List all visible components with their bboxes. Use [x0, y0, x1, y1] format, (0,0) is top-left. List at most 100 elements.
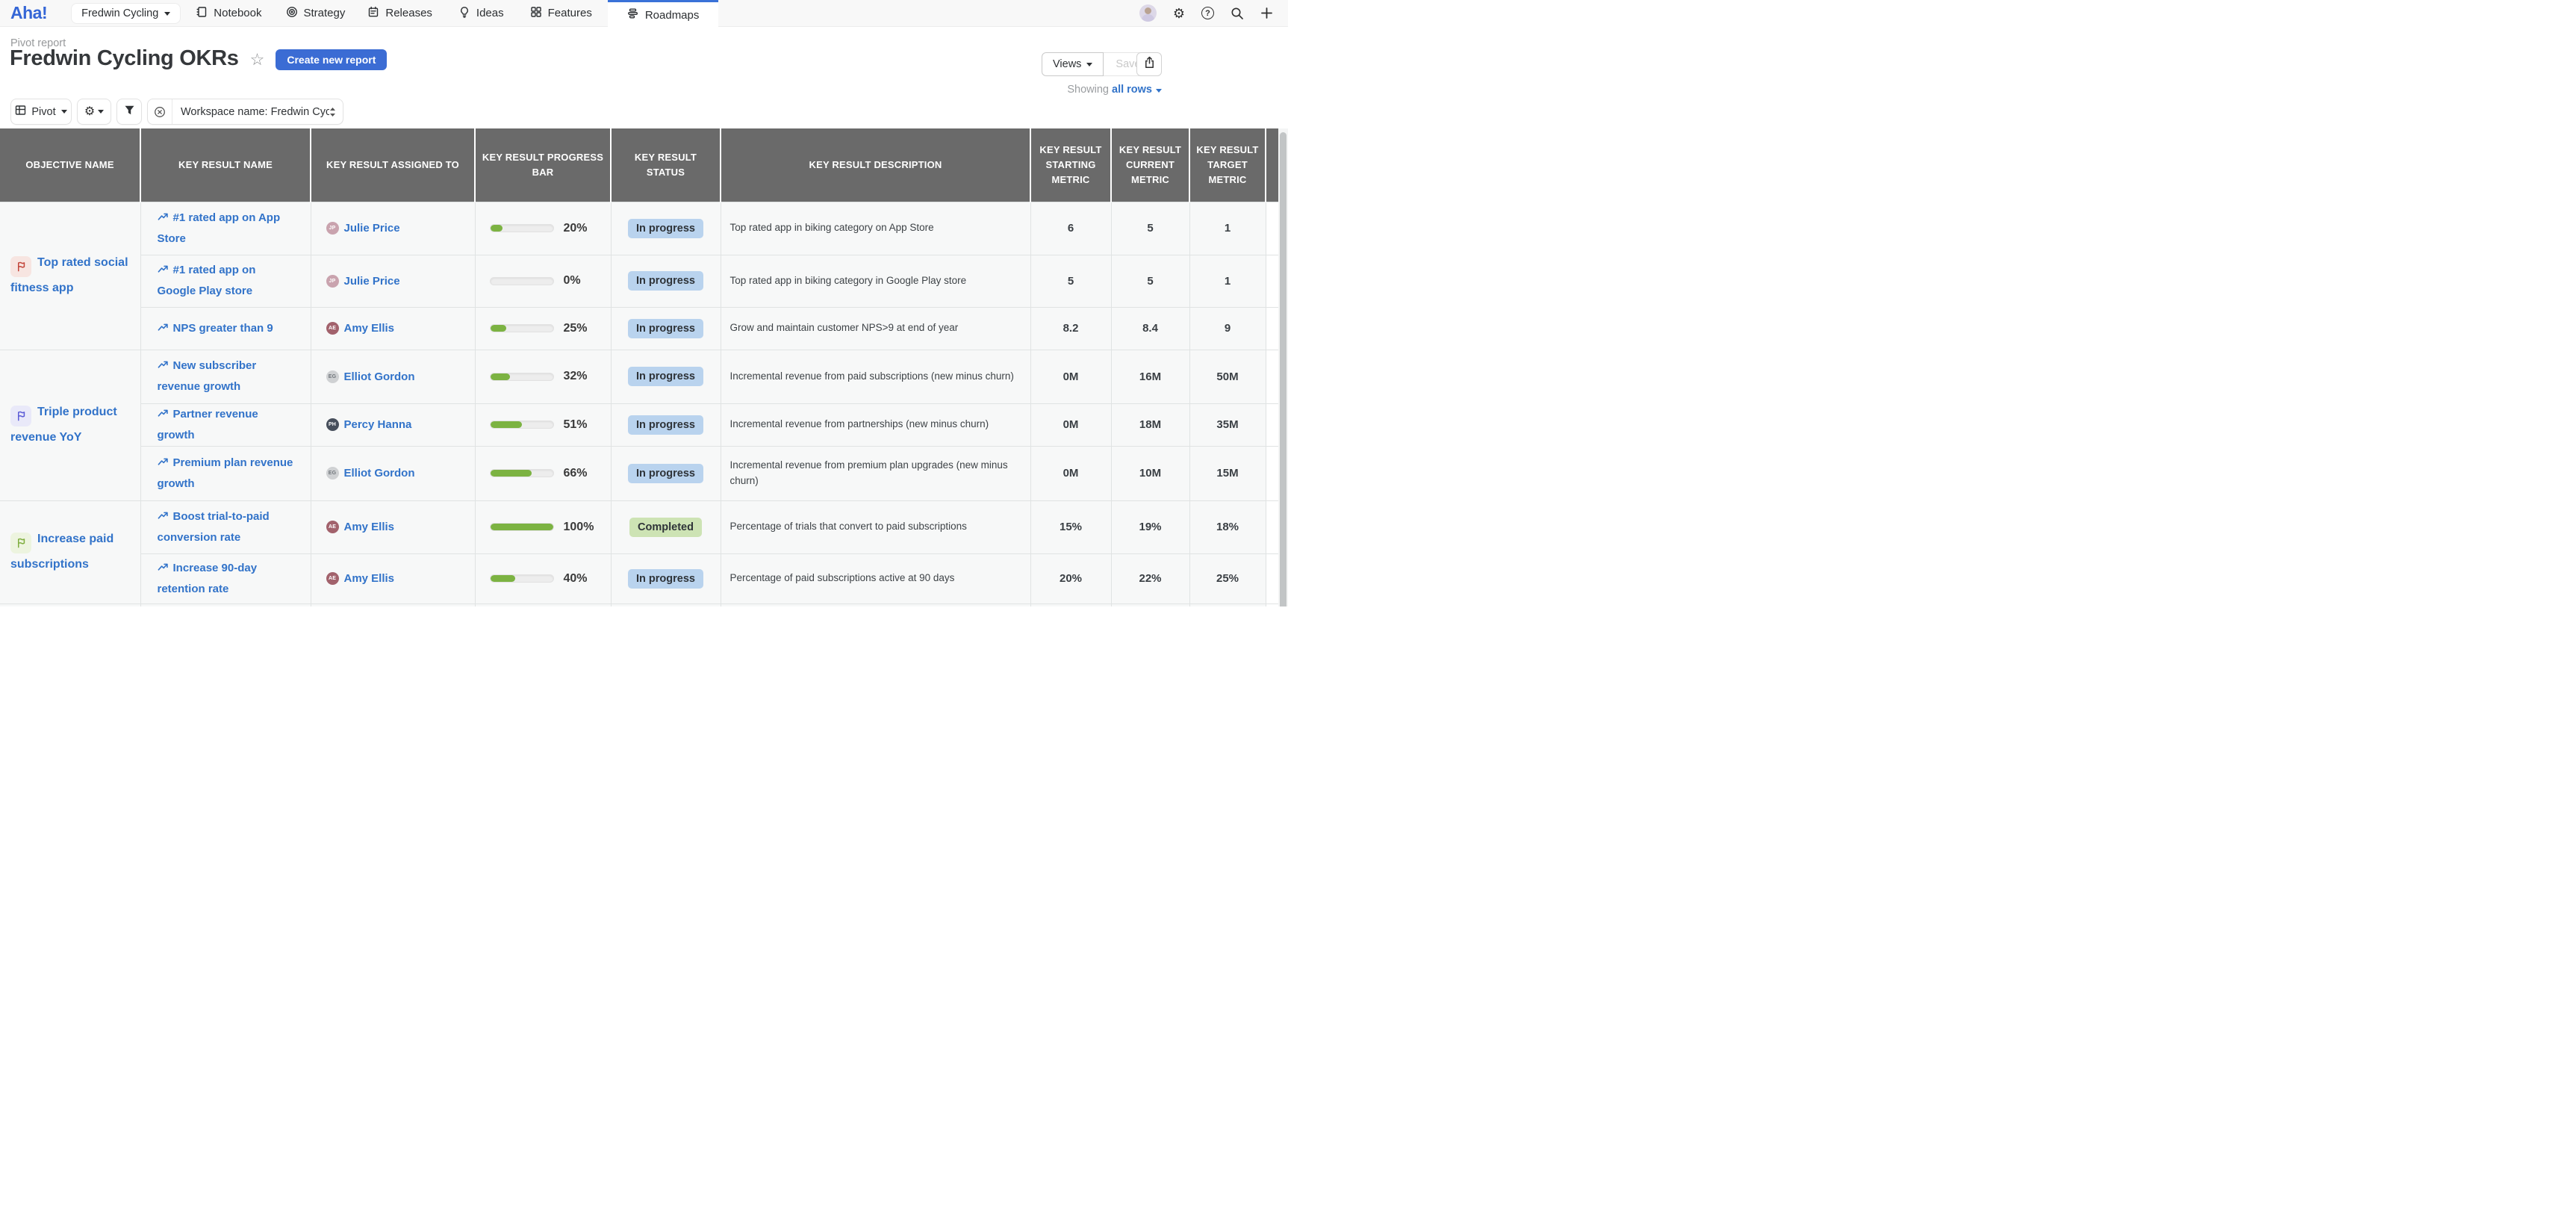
- report-settings-button[interactable]: ⚙: [77, 99, 111, 125]
- aha-logo[interactable]: Aha!: [10, 3, 48, 22]
- status-cell: Completed: [610, 500, 721, 554]
- spacer-cell: [1265, 349, 1278, 404]
- remove-filter-icon[interactable]: [148, 99, 172, 124]
- favorite-star-icon[interactable]: ☆: [249, 50, 265, 69]
- create-new-report-button[interactable]: Create new report: [276, 49, 388, 70]
- objective-cell: Triple product revenue YoY: [0, 349, 141, 501]
- user-avatar[interactable]: [1139, 4, 1157, 22]
- assignee-link[interactable]: AE Amy Ellis: [326, 322, 475, 335]
- table-row: Increase 90-day retention rate AE Amy Elli…: [0, 553, 1278, 604]
- showing-label: Showing: [1067, 84, 1109, 96]
- description-cell: Incremental revenue from premium plan up…: [720, 445, 1031, 501]
- pivot-type-button[interactable]: Pivot: [10, 99, 72, 125]
- spacer-cell: [1265, 445, 1278, 501]
- progress-bar: 40%: [489, 571, 611, 586]
- status-cell: In progress: [610, 349, 721, 404]
- description-cell: Percentage of paid subscriptions active …: [720, 553, 1031, 604]
- settings-gear-icon[interactable]: ⚙: [1172, 5, 1185, 21]
- key-result-link[interactable]: Premium plan revenue growth: [158, 456, 293, 490]
- pivot-grid-icon: [15, 105, 26, 119]
- share-icon: [1143, 56, 1156, 72]
- assignee-link[interactable]: EG Elliot Gordon: [326, 370, 475, 383]
- nav-item-notebook[interactable]: Notebook: [196, 0, 262, 26]
- column-header-key-result-target-metric: KEY RESULT TARGET METRIC: [1189, 128, 1266, 202]
- target-metric-cell: 18%: [1189, 500, 1266, 554]
- objective-link[interactable]: Top rated social fitness app: [10, 256, 128, 294]
- key-result-link[interactable]: Increase 90-day retention rate: [158, 562, 258, 595]
- breadcrumb[interactable]: Pivot report: [10, 37, 66, 49]
- assignee-link[interactable]: PH Percy Hanna: [326, 418, 475, 431]
- search-icon[interactable]: [1231, 7, 1244, 20]
- starting-metric-cell: 6: [1030, 201, 1112, 255]
- empty-cell: [610, 603, 721, 606]
- key-result-link[interactable]: #1 rated app on App Store: [158, 211, 281, 245]
- target-metric-cell: 25%: [1189, 553, 1266, 604]
- objective-cell: Top rated social fitness app: [0, 201, 141, 350]
- nav-item-strategy[interactable]: Strategy: [286, 0, 346, 26]
- sort-arrows-icon: [329, 107, 336, 117]
- progress-percent: 40%: [563, 571, 588, 585]
- top-nav: Aha! Fredwin Cycling Notebook Strategy R…: [0, 0, 1288, 28]
- key-result-name: #1 rated app on App Store: [157, 211, 281, 245]
- description-cell: Incremental revenue from paid subscripti…: [720, 349, 1031, 404]
- key-result-link[interactable]: #1 rated app on Google Play store: [158, 264, 256, 297]
- spacer-cell: [1265, 254, 1278, 308]
- assignee-cell: AE Amy Ellis: [310, 500, 476, 554]
- nav-item-label: Strategy: [303, 7, 346, 19]
- progress-bar: 51%: [489, 418, 611, 432]
- status-badge: In progress: [628, 318, 703, 338]
- column-header-objective-name: OBJECTIVE NAME: [0, 128, 140, 202]
- key-result-link[interactable]: Partner revenue growth: [158, 408, 258, 441]
- flag-icon: [10, 532, 31, 553]
- description-cell: Incremental revenue from partnerships (n…: [720, 403, 1031, 447]
- all-rows-link[interactable]: all rows: [1112, 84, 1152, 96]
- chevron-down-icon: [164, 11, 171, 16]
- key-result-name: #1 rated app on Google Play store: [157, 264, 256, 297]
- starting-metric-cell: 5: [1030, 254, 1112, 308]
- key-result-link[interactable]: New subscriber revenue growth: [158, 359, 257, 393]
- assignee-link[interactable]: JP Julie Price: [326, 274, 475, 288]
- nav-item-releases[interactable]: Releases: [367, 0, 432, 26]
- help-icon[interactable]: ?: [1201, 7, 1214, 19]
- progress-cell: 0%: [474, 254, 612, 308]
- filter-button[interactable]: [116, 99, 142, 125]
- assignee-link[interactable]: JP Julie Price: [326, 222, 475, 235]
- workspace-filter-control[interactable]: Workspace name: Fredwin Cyclin...: [147, 99, 343, 125]
- assignee-cell: JP Julie Price: [310, 201, 476, 255]
- scrollbar-thumb[interactable]: [1280, 132, 1287, 606]
- nav-item-ideas[interactable]: Ideas: [458, 0, 504, 26]
- key-result-cell: NPS greater than 9: [140, 306, 311, 350]
- objective-link[interactable]: Triple product revenue YoY: [10, 406, 117, 444]
- views-button[interactable]: Views: [1042, 52, 1104, 76]
- description-cell: Grow and maintain customer NPS>9 at end …: [720, 306, 1031, 350]
- progress-percent: 66%: [563, 466, 588, 480]
- objective-cell: Increase paid subscriptions: [0, 500, 141, 604]
- nav-item-features[interactable]: Features: [530, 0, 592, 26]
- table-row: Partner revenue growth PH Percy Hanna 51% In…: [0, 403, 1278, 447]
- column-header-key-result-assigned-to: KEY RESULT ASSIGNED TO: [310, 128, 475, 202]
- spacer-cell: [1265, 553, 1278, 604]
- key-result-link[interactable]: NPS greater than 9: [158, 322, 273, 335]
- column-header-key-result-status: KEY RESULT STATUS: [610, 128, 721, 202]
- assignee-cell: JP Julie Price: [310, 254, 476, 308]
- workspace-selector[interactable]: Fredwin Cycling: [71, 3, 181, 24]
- column-header-key-result-description: KEY RESULT DESCRIPTION: [720, 128, 1030, 202]
- table-row: Top rated social fitness app #1 rated app…: [0, 201, 1278, 350]
- key-result-cell: New subscriber revenue growth: [140, 349, 311, 404]
- spacer-cell: [1265, 500, 1278, 554]
- assignee-link[interactable]: EG Elliot Gordon: [326, 467, 475, 480]
- assignee-link[interactable]: AE Amy Ellis: [326, 521, 475, 533]
- assignee-link[interactable]: AE Amy Ellis: [326, 572, 475, 585]
- plus-icon[interactable]: [1260, 7, 1273, 19]
- key-result-link[interactable]: Boost trial-to-paid conversion rate: [158, 510, 270, 544]
- assignee-cell: AE Amy Ellis: [310, 306, 476, 350]
- objective-link[interactable]: Increase paid subscriptions: [10, 533, 114, 571]
- nav-tab-roadmaps[interactable]: Roadmaps: [607, 0, 719, 28]
- share-button[interactable]: [1136, 52, 1162, 76]
- assignee-avatar: JP: [326, 222, 339, 235]
- assignee-name: Julie Price: [343, 222, 400, 235]
- status-cell: In progress: [610, 254, 721, 308]
- current-metric-cell: 5: [1110, 201, 1190, 255]
- key-result-name: New subscriber revenue growth: [157, 359, 257, 393]
- progress-cell: 25%: [474, 306, 612, 350]
